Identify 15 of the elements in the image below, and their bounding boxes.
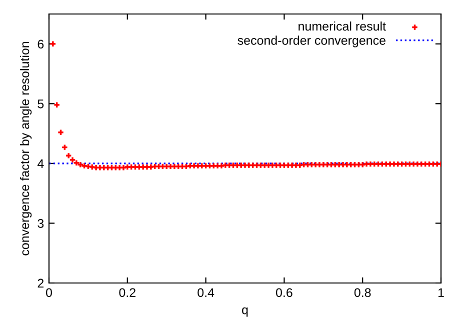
legend-label: second-order convergence	[238, 36, 386, 48]
x-tick-label: 0.6	[276, 288, 292, 298]
y-tick-label: 5	[38, 100, 44, 108]
x-tick-label: 0.4	[198, 288, 214, 298]
y-tick-label: 6	[38, 40, 44, 49]
x-axis-title: q	[242, 307, 248, 317]
x-tick-label: 1	[438, 288, 444, 297]
x-tick-label: 0.8	[354, 288, 371, 298]
x-tick-label: 0	[46, 288, 52, 298]
y-axis-title: convergence factor by angle resolution	[20, 42, 32, 256]
y-tick-label: 2	[38, 278, 44, 288]
y-tick-label: 4	[37, 159, 44, 168]
legend-label: numerical result	[298, 22, 386, 31]
x-tick-label: 0.2	[119, 288, 136, 298]
y-tick-label: 3	[38, 219, 44, 228]
